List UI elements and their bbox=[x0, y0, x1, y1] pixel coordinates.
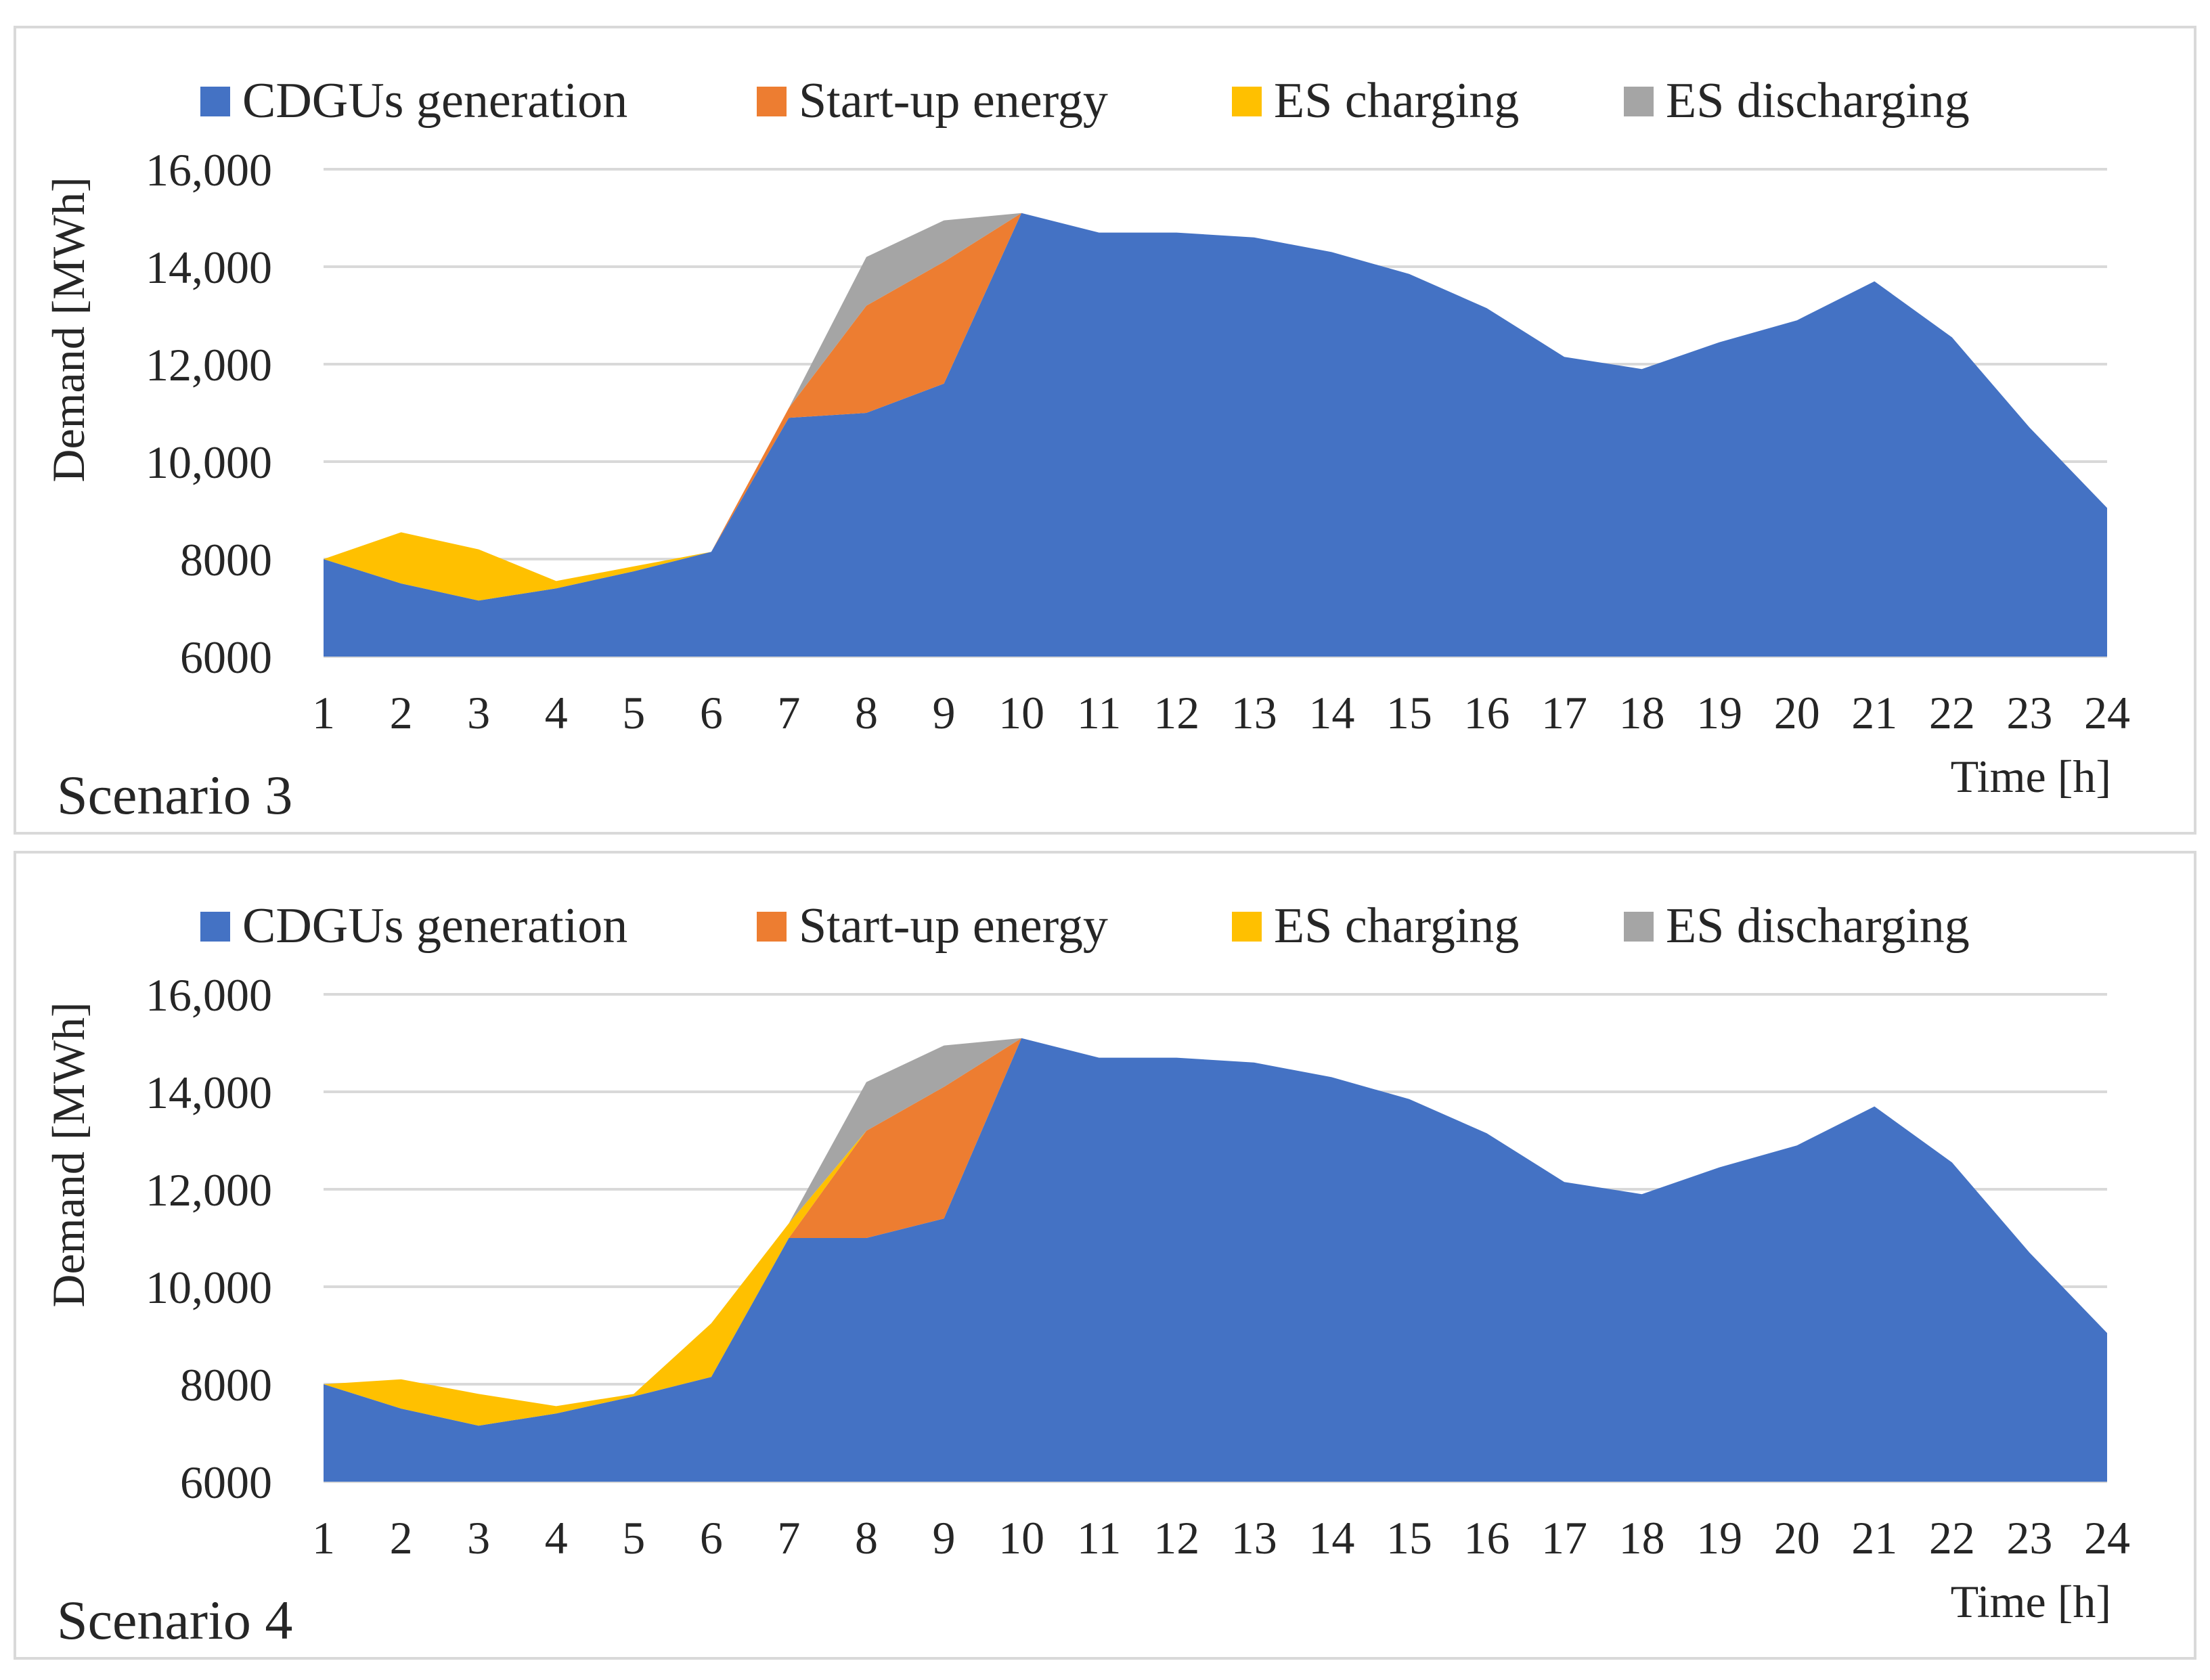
x-axis-title: Time [h] bbox=[1951, 751, 2111, 802]
legend-label-start-up-energy: Start-up energy bbox=[799, 898, 1108, 954]
x-tick-label: 2 bbox=[390, 687, 413, 738]
x-tick-label: 23 bbox=[2006, 687, 2052, 738]
x-tick-label: 20 bbox=[1774, 687, 1820, 738]
x-tick-label: 11 bbox=[1077, 1512, 1121, 1564]
x-tick-label: 14 bbox=[1308, 687, 1354, 738]
legend-label-es-discharging: ES discharging bbox=[1666, 73, 1970, 129]
x-tick-label: 19 bbox=[1696, 1512, 1742, 1564]
legend-swatch-start-up-energy bbox=[757, 87, 787, 116]
legend-swatch-start-up-energy bbox=[757, 912, 787, 942]
legend-label-es-discharging: ES discharging bbox=[1666, 898, 1970, 954]
x-tick-label: 18 bbox=[1619, 1512, 1665, 1564]
x-tick-label: 1 bbox=[312, 687, 335, 738]
area-cdgus-generation bbox=[324, 213, 2107, 657]
x-tick-label: 4 bbox=[545, 1512, 568, 1564]
y-tick-label: 8000 bbox=[180, 534, 272, 585]
legend-swatch-cdgus-generation bbox=[200, 87, 230, 116]
x-tick-label: 17 bbox=[1541, 1512, 1587, 1564]
x-tick-label: 19 bbox=[1696, 687, 1742, 738]
y-tick-label: 12,000 bbox=[146, 1164, 272, 1216]
scenario-caption: Scenario 4 bbox=[57, 1589, 292, 1651]
x-tick-label: 1 bbox=[312, 1512, 335, 1564]
x-tick-label: 24 bbox=[2084, 687, 2130, 738]
x-tick-label: 10 bbox=[998, 1512, 1044, 1564]
legend-label-es-charging: ES charging bbox=[1274, 898, 1519, 954]
x-tick-label: 16 bbox=[1463, 687, 1509, 738]
x-tick-label: 22 bbox=[1929, 687, 1975, 738]
x-tick-label: 21 bbox=[1851, 687, 1897, 738]
x-tick-label: 16 bbox=[1463, 1512, 1509, 1564]
x-tick-label: 24 bbox=[2084, 1512, 2130, 1564]
x-tick-label: 5 bbox=[622, 687, 645, 738]
y-tick-label: 10,000 bbox=[146, 437, 272, 488]
x-tick-label: 15 bbox=[1386, 687, 1432, 738]
x-tick-label: 20 bbox=[1774, 1512, 1820, 1564]
y-tick-label: 12,000 bbox=[146, 339, 272, 391]
y-tick-label: 16,000 bbox=[146, 144, 272, 196]
x-tick-label: 12 bbox=[1153, 687, 1199, 738]
legend-label-cdgus-generation: CDGUs generation bbox=[242, 73, 627, 129]
y-tick-label: 6000 bbox=[180, 1457, 272, 1508]
chart-panel-scenario-3: 6000 8000 10,000 12,000 14,000 16,000 1 2 3 4 5 6 7 8… bbox=[14, 26, 2196, 835]
x-tick-label: 21 bbox=[1851, 1512, 1897, 1564]
x-tick-label: 5 bbox=[622, 1512, 645, 1564]
x-tick-label: 13 bbox=[1231, 687, 1277, 738]
chart-panel-scenario-4: 6000 8000 10,000 12,000 14,000 16,000 1 2 3 4 5 6 7 8… bbox=[14, 851, 2196, 1660]
x-tick-label: 7 bbox=[777, 687, 800, 738]
x-tick-label: 9 bbox=[933, 687, 956, 738]
x-tick-label: 18 bbox=[1619, 687, 1665, 738]
x-tick-label: 15 bbox=[1386, 1512, 1432, 1564]
legend-label-cdgus-generation: CDGUs generation bbox=[242, 898, 627, 954]
x-tick-label: 11 bbox=[1077, 687, 1121, 738]
x-tick-label: 6 bbox=[700, 1512, 723, 1564]
x-tick-label: 3 bbox=[467, 1512, 490, 1564]
y-axis-title: Demand [MWh] bbox=[43, 177, 94, 482]
legend-swatch-es-charging bbox=[1232, 87, 1262, 116]
x-tick-label: 10 bbox=[998, 687, 1044, 738]
x-tick-label: 4 bbox=[545, 687, 568, 738]
x-tick-label: 22 bbox=[1929, 1512, 1975, 1564]
legend-swatch-cdgus-generation bbox=[200, 912, 230, 942]
x-tick-label: 9 bbox=[933, 1512, 956, 1564]
legend-label-start-up-energy: Start-up energy bbox=[799, 73, 1108, 129]
area-es-charging bbox=[324, 213, 2107, 601]
y-tick-label: 8000 bbox=[180, 1359, 272, 1411]
x-tick-label: 13 bbox=[1231, 1512, 1277, 1564]
x-axis-title: Time [h] bbox=[1951, 1576, 2111, 1627]
x-tick-label: 6 bbox=[700, 687, 723, 738]
y-tick-label: 6000 bbox=[180, 632, 272, 683]
legend-swatch-es-charging bbox=[1232, 912, 1262, 942]
y-axis-title: Demand [MWh] bbox=[43, 1002, 94, 1307]
y-tick-label: 14,000 bbox=[146, 1067, 272, 1118]
y-tick-label: 10,000 bbox=[146, 1262, 272, 1313]
y-tick-label: 14,000 bbox=[146, 242, 272, 293]
legend-label-es-charging: ES charging bbox=[1274, 73, 1519, 129]
y-tick-label: 16,000 bbox=[146, 969, 272, 1021]
scenario-caption: Scenario 3 bbox=[57, 764, 292, 826]
x-tick-label: 3 bbox=[467, 687, 490, 738]
legend-swatch-es-discharging bbox=[1624, 87, 1654, 116]
x-tick-label: 8 bbox=[855, 1512, 878, 1564]
x-tick-label: 7 bbox=[777, 1512, 800, 1564]
x-tick-label: 8 bbox=[855, 687, 878, 738]
x-tick-label: 2 bbox=[390, 1512, 413, 1564]
x-tick-label: 12 bbox=[1153, 1512, 1199, 1564]
x-tick-label: 14 bbox=[1308, 1512, 1354, 1564]
x-tick-label: 17 bbox=[1541, 687, 1587, 738]
area-cdgus-generation bbox=[324, 1038, 2107, 1482]
x-tick-label: 23 bbox=[2006, 1512, 2052, 1564]
legend-swatch-es-discharging bbox=[1624, 912, 1654, 942]
